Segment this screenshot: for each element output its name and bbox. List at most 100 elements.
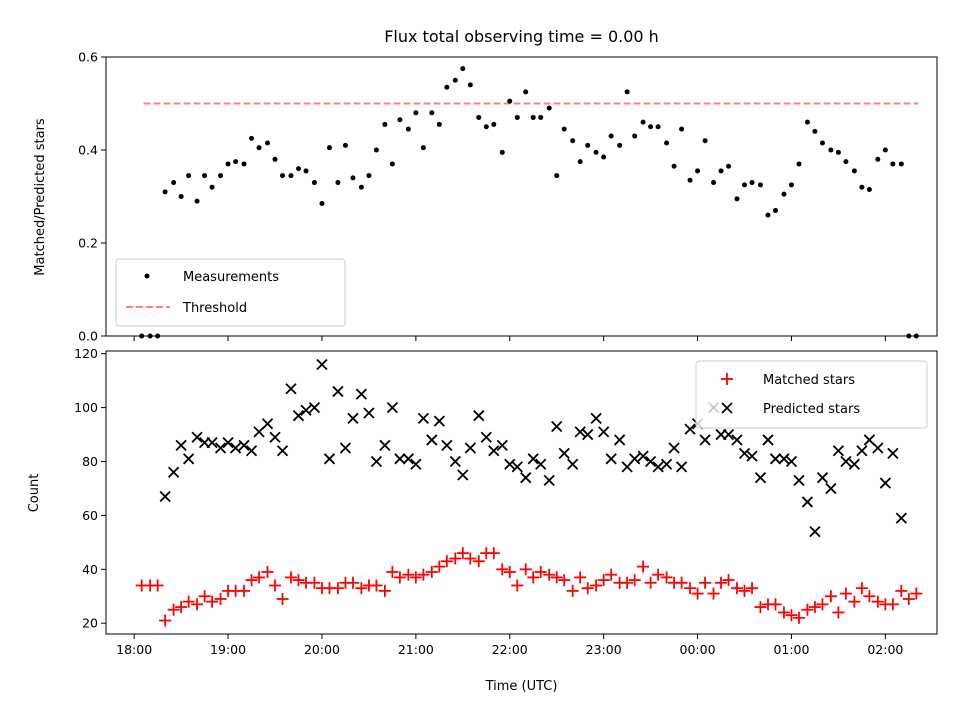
measurement-point [866,187,872,193]
measurement-point [772,207,778,213]
predicted-star-point [308,401,321,414]
matched-star-point [652,568,665,581]
measurement-point [358,184,364,190]
predicted-star-point [762,434,774,446]
measurement-point [514,114,520,120]
predicted-star-point [738,447,751,460]
matched-star-point [276,592,289,605]
predicted-star-point [684,423,696,435]
measurement-point [436,121,442,127]
measurement-point [373,147,379,153]
predicted-star-point [159,490,171,503]
matched-star-point [503,566,516,579]
matched-star-point [393,571,406,584]
matched-star-point [487,547,500,560]
measurement-point [530,114,536,120]
measurement-point [554,173,560,179]
measurement-point [819,140,825,146]
matched-star-point [550,571,563,584]
predicted-star-point [449,455,461,468]
predicted-star-point [410,458,422,470]
measurement-point [711,180,717,186]
measurement-point [303,168,309,174]
predicted-star-point [731,434,743,446]
measurement-point [742,182,748,188]
predicted-star-point [300,404,312,416]
measurement-point [726,163,732,169]
matched-star-point [660,571,673,584]
matched-star-point [214,592,227,605]
predicted-star-point [496,439,508,451]
matched-star-point [191,598,204,611]
predicted-star-point [722,428,735,441]
bottom-y-ticks: 20 40 60 80 100 120 [74,346,106,631]
predicted-star-point [660,458,673,470]
matched-star-point [621,576,634,589]
predicted-star-point [582,428,594,441]
measurement-point [632,133,638,139]
measurement-point [452,77,458,83]
matched-star-point [707,587,720,600]
predicted-star-point [323,453,336,465]
matched-star-point [464,552,477,565]
measurement-point [523,89,529,95]
measurement-point [499,149,505,155]
predicted-star-point [895,512,907,524]
predicted-star-point [543,474,555,487]
measurement-point [882,147,888,153]
measurement-point [405,126,411,132]
measurement-point [467,82,473,88]
legend-matched-label: Matched stars [763,373,855,388]
matched-star-point [198,590,211,603]
measurement-point [648,124,654,130]
predicted-star-point [551,420,563,433]
predicted-star-point [191,431,203,443]
predicted-star-point [394,453,406,465]
predicted-star-point [879,477,891,489]
matched-star-point [472,555,485,568]
measurement-point [796,161,802,167]
matched-star-point [245,574,258,587]
predicted-star-point [520,472,532,484]
predicted-star-point [214,442,227,454]
matched-star-point [519,563,532,576]
predicted-star-point [598,426,610,438]
legend-predicted-label: Predicted stars [763,402,860,417]
matched-star-point [902,592,915,605]
predicted-star-point [488,445,500,457]
measurement-point [389,161,395,167]
measurement-point [225,161,231,167]
measurement-point [601,154,607,160]
predicted-star-point [675,461,688,473]
measurement-point [397,117,403,123]
predicted-star-point [245,445,258,457]
matched-star-point [566,584,579,597]
predicted-star-point [292,410,305,422]
measurement-point [491,121,497,127]
predicted-star-point [558,447,570,460]
measurements-points [139,66,919,339]
measurement-point [734,196,740,202]
predicted-star-point [848,458,861,470]
matched-star-point [284,571,297,584]
predicted-star-point [504,458,516,470]
legend-threshold-label: Threshold [182,301,247,316]
legend-measurements-marker [144,273,150,279]
matched-star-point [715,576,728,589]
measurement-point [382,121,388,127]
matched-star-point [792,611,805,624]
x-tick-label: 18:00 [116,642,152,657]
matched-star-point [637,560,650,573]
measurement-point [311,180,317,186]
predicted-star-point [652,461,664,473]
measurement-point [695,168,701,174]
top-legend: Measurements Threshold [115,258,346,327]
top-y-tick-label: 0.2 [78,236,98,251]
measurement-point [765,212,771,218]
top-y-axis-label: Matched/Predicted stars [33,118,48,276]
measurement-point [202,173,208,179]
measurement-point [664,140,670,146]
predicted-star-point [699,434,711,446]
x-tick-label: 21:00 [398,642,434,657]
predicted-star-point [363,407,375,419]
